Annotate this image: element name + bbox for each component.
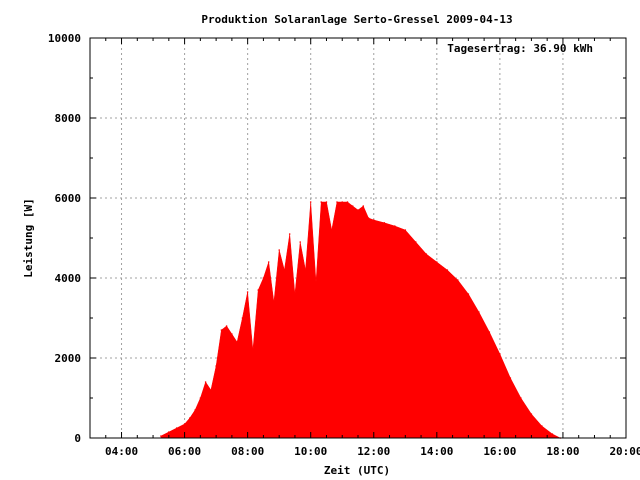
data-point — [346, 201, 349, 203]
data-point — [257, 289, 260, 291]
data-point — [457, 279, 459, 281]
data-point — [304, 269, 307, 271]
data-point — [220, 329, 223, 331]
data-point — [383, 222, 386, 224]
power-area-series — [160, 201, 562, 439]
x-tick-label: 08:00 — [231, 445, 264, 458]
data-point — [315, 281, 317, 283]
x-tick-label: 16:00 — [483, 445, 516, 458]
data-point — [199, 397, 202, 399]
data-point — [210, 389, 212, 391]
x-tick-label: 20:00 — [609, 445, 640, 458]
data-point — [509, 377, 512, 379]
data-point — [194, 409, 196, 411]
data-point — [252, 349, 254, 351]
data-point — [267, 261, 270, 263]
data-point — [520, 397, 522, 399]
x-tick-label: 10:00 — [294, 445, 327, 458]
data-point — [367, 217, 370, 219]
data-point — [288, 233, 291, 235]
y-tick-label: 4000 — [55, 272, 82, 285]
data-point — [341, 201, 344, 203]
data-point — [499, 353, 501, 355]
y-axis-label: Leistung [W] — [22, 198, 35, 277]
x-tick-label: 04:00 — [105, 445, 138, 458]
y-tick-label: 6000 — [55, 192, 82, 205]
data-point — [283, 269, 286, 271]
y-tick-label: 10000 — [48, 32, 81, 45]
y-tick-label: 0 — [74, 432, 81, 445]
data-point — [488, 331, 491, 333]
data-point — [320, 201, 323, 203]
x-tick-label: 18:00 — [546, 445, 579, 458]
x-axis-label: Zeit (UTC) — [324, 464, 390, 477]
data-point — [530, 413, 533, 415]
power-area-fill — [160, 201, 561, 439]
data-point — [551, 433, 554, 435]
data-point — [467, 293, 470, 295]
y-axis-ticks: 0 2000 4000 6000 8000 10000 — [48, 32, 626, 445]
data-point — [336, 201, 338, 203]
data-point — [183, 423, 186, 425]
data-point — [309, 201, 312, 203]
data-point — [351, 205, 354, 207]
x-tick-label: 14:00 — [420, 445, 453, 458]
x-axis-ticks: 04:00 06:00 08:00 10:00 12:00 14:00 16:00 18:00… — [105, 38, 640, 458]
data-point — [436, 261, 438, 263]
data-point — [357, 209, 359, 211]
data-point — [373, 219, 375, 221]
data-point — [478, 311, 480, 313]
data-point — [278, 249, 281, 251]
data-point — [273, 301, 275, 303]
data-point — [330, 229, 333, 231]
x-tick-label: 06:00 — [168, 445, 201, 458]
data-point — [394, 225, 396, 227]
data-point — [246, 291, 249, 293]
data-point — [168, 431, 170, 433]
data-point — [299, 241, 302, 243]
data-point — [204, 381, 207, 383]
x-tick-label: 12:00 — [357, 445, 390, 458]
y-tick-label: 2000 — [55, 352, 82, 365]
data-point — [225, 325, 228, 327]
data-point — [262, 277, 265, 279]
data-point — [446, 269, 449, 271]
data-point — [325, 201, 328, 203]
y-tick-label: 8000 — [55, 112, 82, 125]
data-point — [362, 205, 365, 207]
data-point — [415, 241, 417, 243]
data-point — [189, 417, 191, 419]
data-point — [236, 341, 238, 343]
data-point — [425, 253, 428, 255]
data-point — [175, 427, 178, 429]
data-point — [160, 435, 162, 437]
daily-yield-annotation: Tagesertrag: 36.90 kWh — [447, 42, 593, 55]
data-point — [215, 365, 217, 367]
data-point — [404, 229, 407, 231]
data-point — [541, 425, 543, 427]
data-point — [231, 333, 233, 335]
chart-title: Produktion Solaranlage Serto-Gressel 200… — [201, 13, 512, 26]
data-point — [294, 293, 296, 295]
data-point — [241, 317, 244, 319]
